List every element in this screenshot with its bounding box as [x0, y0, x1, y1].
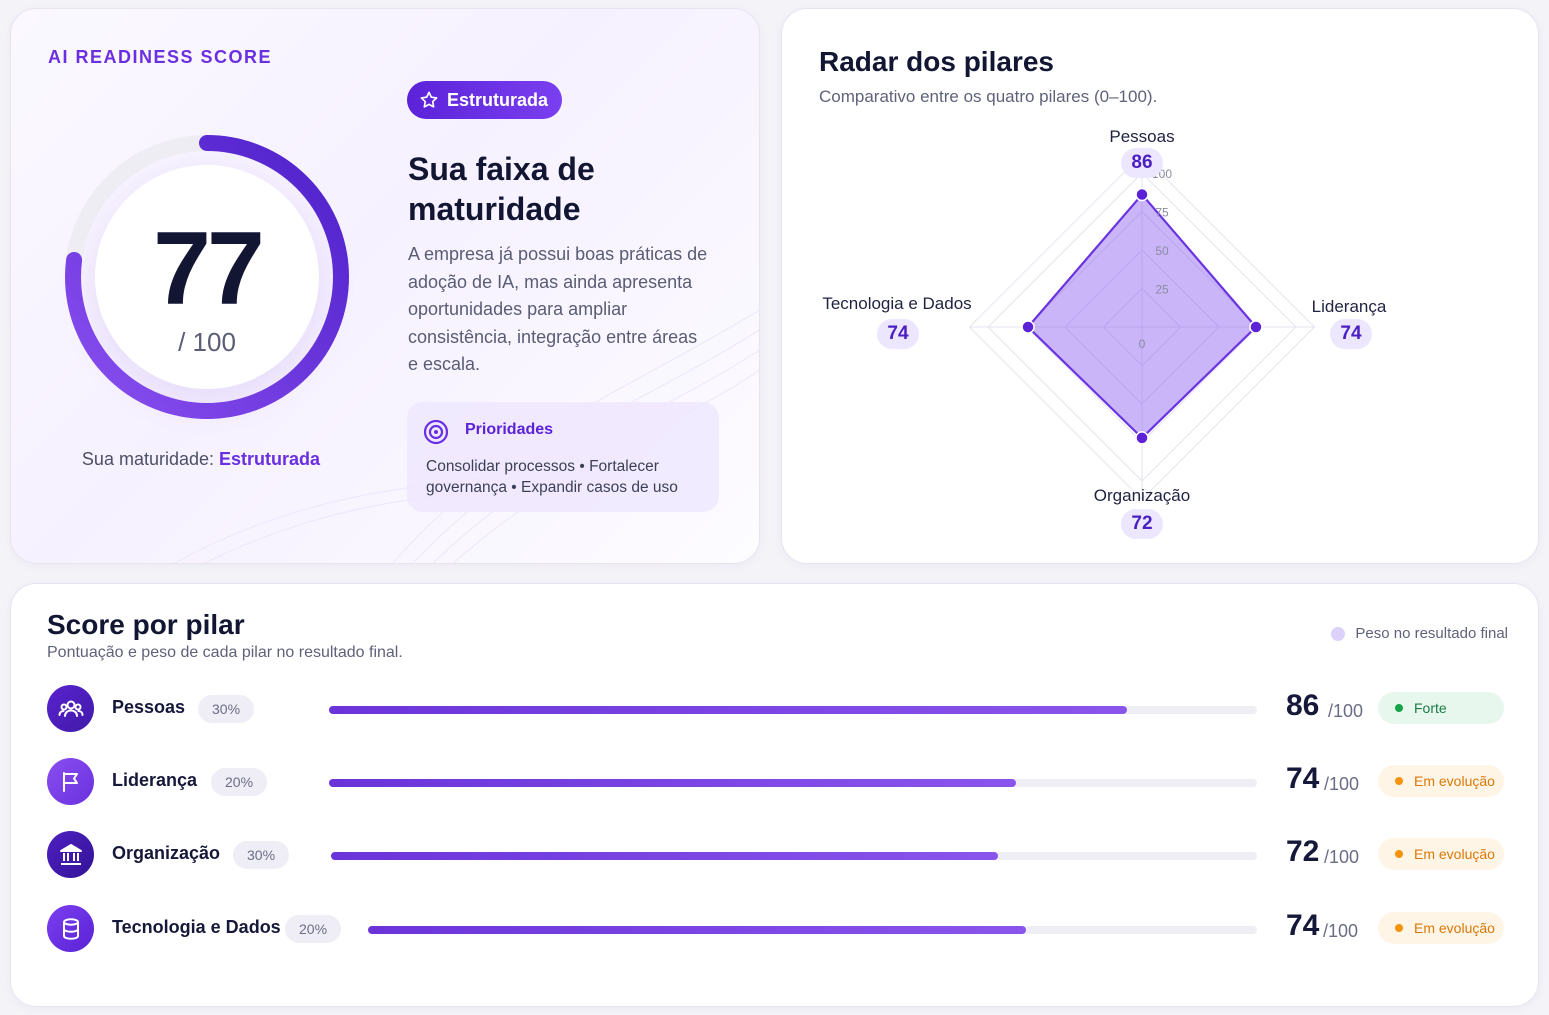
- database-icon: [47, 905, 94, 952]
- pillar-score: 74: [1286, 909, 1320, 942]
- status-badge: Em evolução: [1378, 838, 1504, 870]
- score-bar-track: [329, 706, 1257, 714]
- legend-label: Peso no resultado final: [1355, 625, 1508, 642]
- pillar-row-tecnologia: Tecnologia e Dados 20% 74 /100 Em evoluç…: [11, 904, 1538, 954]
- radar-point-2: [1135, 431, 1149, 445]
- score-bar-fill: [368, 926, 1026, 934]
- status-dot: [1395, 850, 1403, 858]
- pillar-score-max: /100: [1328, 701, 1364, 721]
- pillar-score-max: /100: [1324, 847, 1360, 867]
- status-badge: Forte: [1378, 692, 1504, 724]
- score-bar-track: [331, 852, 1257, 860]
- pillar-score-max: /100: [1324, 774, 1360, 794]
- score-bar-fill: [329, 706, 1128, 714]
- pillar-name: Organização: [112, 843, 221, 863]
- gauge-progress: [65, 135, 349, 419]
- axis-label-lideranca: Liderança: [1311, 297, 1387, 316]
- maturity-value: Estruturada: [219, 449, 321, 469]
- radar-ring-label-0: 0: [1139, 337, 1146, 351]
- score-bar-track: [329, 779, 1257, 787]
- score-bar-track: [368, 926, 1257, 934]
- status-label: Em evolução: [1414, 920, 1495, 936]
- status-dot: [1395, 777, 1403, 785]
- pillars-card: Score por pilar Pontuação e peso de cada…: [10, 583, 1539, 1007]
- band-description: A empresa já possui boas práticas de ado…: [408, 244, 708, 374]
- radar-subtitle: Comparativo entre os quatro pilares (0–1…: [819, 87, 1158, 106]
- axis-value-organizacao: 72: [1121, 509, 1163, 539]
- axis-label-pessoas: Pessoas: [1109, 127, 1175, 146]
- axis-label-tecnologia: Tecnologia e Dados: [822, 294, 972, 313]
- status-dot: [1395, 704, 1403, 712]
- status-badge: Em evolução: [1378, 765, 1504, 797]
- bank-icon: [47, 831, 94, 878]
- weight-pill: 20%: [211, 768, 268, 796]
- radar-point-1: [1249, 320, 1263, 334]
- gauge-ring: [65, 135, 349, 419]
- pillar-score: 86: [1286, 689, 1320, 722]
- priorities-box: Prioridades Consolidar processos • Forta…: [407, 402, 719, 512]
- pillars-title: Score por pilar: [47, 609, 245, 640]
- status-label: Em evolução: [1414, 773, 1495, 789]
- status-label: Em evolução: [1414, 846, 1495, 862]
- level-badge: Estruturada: [407, 81, 563, 119]
- pillar-name: Liderança: [112, 770, 198, 790]
- weight-legend: Peso no resultado final: [1331, 625, 1508, 642]
- band-title: Sua faixa de maturidade: [408, 151, 595, 227]
- axis-value-lideranca: 74: [1330, 319, 1372, 349]
- radar-title: Radar dos pilares: [819, 46, 1054, 77]
- status-label: Forte: [1414, 700, 1447, 716]
- status-dot: [1395, 924, 1403, 932]
- score-max: / 100: [178, 327, 236, 357]
- axis-value-pessoas: 86: [1121, 148, 1163, 178]
- weight-pill: 30%: [198, 695, 255, 723]
- pillar-score-max: /100: [1323, 921, 1359, 941]
- score-bar-fill: [329, 779, 1016, 787]
- axis-label-organizacao: Organização: [1093, 486, 1191, 505]
- status-badge: Em evolução: [1378, 912, 1504, 944]
- pillar-score: 74: [1286, 762, 1320, 795]
- people-icon: [47, 685, 94, 732]
- target-icon: [423, 419, 449, 445]
- radar-card: Radar dos pilares Comparativo entre os q…: [781, 8, 1539, 564]
- axis-value-tecnologia: 74: [877, 319, 919, 349]
- gauge-inner-disc: [95, 165, 319, 389]
- eyebrow-title: AI READINESS SCORE: [48, 47, 273, 67]
- pillar-row-lideranca: Liderança 20% 74 /100 Em evolução: [11, 757, 1538, 807]
- pillar-name: Pessoas: [112, 697, 186, 717]
- pillar-row-pessoas: Pessoas 30% 86 /100 Forte: [11, 684, 1538, 734]
- maturity-prefix: Sua maturidade:: [81, 449, 215, 469]
- priorities-title: Prioridades: [465, 421, 554, 438]
- score-card: AI READINESS SCORE 77 / 100 Sua maturida…: [10, 8, 760, 564]
- maturity-line: Sua maturidade: Estruturada: [11, 449, 391, 470]
- weight-pill: 20%: [285, 915, 342, 943]
- radar-ring-label-50: 50: [1155, 244, 1169, 258]
- pillar-row-organizacao: Organização 30% 72 /100 Em evolução: [11, 830, 1538, 880]
- score-value: 77: [153, 211, 265, 327]
- star-icon: [420, 91, 438, 108]
- priorities-text: Consolidar processos • Fortalecer govern…: [426, 458, 678, 496]
- pillar-score: 72: [1286, 835, 1320, 868]
- radar-point-0: [1135, 187, 1149, 202]
- score-gauge: 77 / 100: [57, 127, 357, 427]
- weight-pill: 30%: [233, 841, 290, 869]
- flag-icon: [47, 758, 94, 805]
- pillar-name: Tecnologia e Dados: [112, 917, 281, 937]
- radar-ring-label-25: 25: [1155, 283, 1169, 297]
- legend-dot: [1331, 626, 1346, 641]
- radar-ring-label-75: 75: [1155, 206, 1169, 220]
- level-badge-label: Estruturada: [447, 89, 549, 110]
- score-bar-fill: [331, 852, 998, 860]
- pillars-subtitle: Pontuação e peso de cada pilar no result…: [47, 644, 403, 661]
- radar-point-3: [1021, 320, 1035, 334]
